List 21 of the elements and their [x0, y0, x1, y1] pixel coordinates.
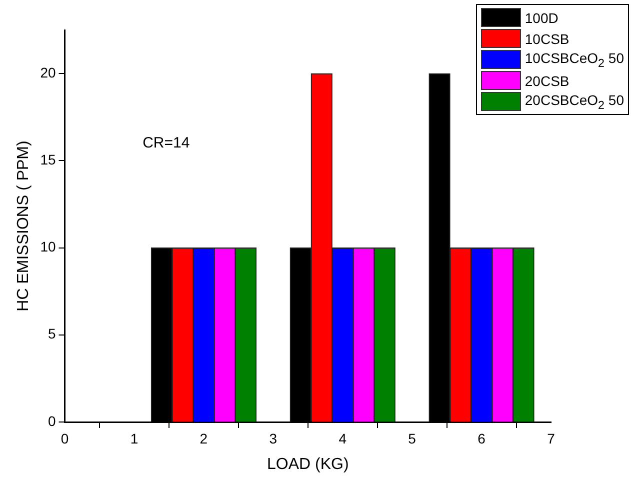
y-tick-label: 5: [48, 326, 56, 342]
x-axis-title: LOAD (KG): [266, 456, 349, 473]
legend-label: 10CSB: [524, 30, 570, 46]
x-tick-label: 6: [478, 430, 486, 446]
y-axis-title: HC EMISSIONS ( PPM): [15, 140, 32, 312]
x-tick-label: 1: [130, 430, 138, 446]
y-tick-label: 15: [40, 152, 56, 168]
x-tick-label: 4: [338, 430, 347, 446]
y-tick-label: 10: [40, 238, 56, 255]
x-tick-label: 7: [547, 430, 556, 446]
legend-label: 20CSBCeO$_{2}$ 50: [524, 92, 624, 112]
legend-label: 10CSBCeO$_{2}$ 50: [524, 50, 624, 70]
x-tick-label: 0: [60, 430, 69, 446]
y-tick-label: 20: [40, 64, 56, 80]
x-tick-label: 3: [269, 430, 278, 446]
x-tick-label: 5: [408, 430, 416, 446]
legend-label: 20CSB: [524, 72, 570, 88]
annotation: CR=14: [142, 134, 190, 152]
y-tick-label: 0: [48, 412, 56, 429]
x-tick-label: 2: [200, 430, 208, 446]
legend-label: 100D: [524, 10, 558, 26]
